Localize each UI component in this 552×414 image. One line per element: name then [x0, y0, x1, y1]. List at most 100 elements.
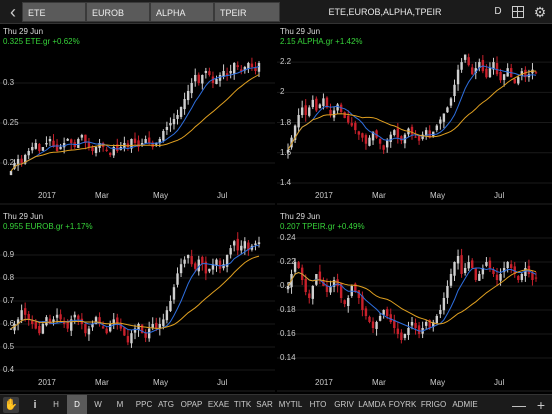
- y-tick-label: 0.2: [3, 158, 15, 167]
- info-icon[interactable]: i: [33, 399, 37, 411]
- chart-panel-eurob[interactable]: Thu 29 Jun 0.955 EUROB.gr +1.17% 0.9 0.8 0…: [0, 210, 275, 392]
- candle-body: [165, 310, 169, 321]
- bottom-item-m[interactable]: M: [116, 400, 124, 409]
- candle-body: [91, 147, 94, 151]
- candle-body: [347, 298, 350, 307]
- symbol-tab-ete[interactable]: ETE: [22, 2, 86, 22]
- candle-body: [41, 147, 45, 151]
- period-selector-button[interactable]: D: [494, 6, 502, 17]
- candle-body: [16, 159, 20, 166]
- candle-body: [77, 315, 80, 320]
- candle-body: [304, 278, 307, 292]
- candle-body: [140, 143, 144, 145]
- bottom-item-lamda[interactable]: LAMDA: [358, 400, 386, 409]
- candle-body: [105, 149, 108, 151]
- candle-body: [133, 328, 137, 333]
- candle-body: [197, 74, 200, 83]
- x-tick-label: Jul: [494, 191, 505, 200]
- bottom-item-d[interactable]: D: [67, 395, 87, 414]
- candle-body: [293, 125, 297, 140]
- panel-date: Thu 29 Jun: [280, 212, 321, 221]
- candle-body: [339, 283, 343, 298]
- candle-body: [204, 71, 208, 73]
- candle-body: [428, 130, 431, 138]
- candle-body: [66, 321, 69, 329]
- candle-body: [456, 69, 460, 85]
- candle-body: [463, 54, 467, 60]
- bottom-item-titk[interactable]: TITK: [233, 400, 252, 409]
- candle-body: [417, 135, 421, 141]
- candle-body: [357, 131, 361, 135]
- candle-body: [236, 65, 239, 67]
- bottom-item-exae[interactable]: EXAE: [207, 400, 230, 409]
- candle-body: [499, 71, 502, 81]
- bottom-item-opap[interactable]: OPAP: [180, 400, 203, 409]
- symbol-tab-tpeir[interactable]: TPEIR: [214, 2, 280, 22]
- candle-body: [517, 77, 520, 84]
- candle-body: [94, 317, 98, 325]
- candle-body: [73, 314, 76, 318]
- candle-body: [386, 309, 389, 316]
- candle-body: [257, 242, 261, 245]
- candle-body: [52, 140, 55, 147]
- bottom-item-ppc[interactable]: PPC: [135, 400, 153, 409]
- zoom-in-button[interactable]: +: [536, 397, 546, 413]
- bottom-item-atg[interactable]: ATG: [158, 400, 174, 409]
- bottom-item-admie[interactable]: ADMIE: [452, 400, 478, 409]
- pan-hand-icon[interactable]: ✋: [3, 397, 19, 413]
- candle-body: [130, 333, 133, 344]
- candle-body: [176, 115, 179, 119]
- candle-body: [513, 78, 516, 84]
- candle-body: [208, 71, 211, 75]
- bottom-item-griv[interactable]: GRIV: [334, 400, 354, 409]
- symbol-tab-alpha[interactable]: ALPHA: [150, 2, 214, 22]
- candle-body: [410, 126, 414, 135]
- candle-body: [158, 139, 161, 144]
- bottom-item-w[interactable]: W: [94, 400, 102, 409]
- candle-body: [243, 241, 247, 249]
- chart-panel-ete[interactable]: Thu 29 Jun 0.325 ETE.gr +0.62% 0.3 0.25 0.…: [0, 25, 275, 205]
- zoom-out-button[interactable]: —: [512, 397, 526, 413]
- back-chevron-icon[interactable]: ‹: [10, 2, 16, 22]
- bottom-item-hto[interactable]: HTO: [309, 400, 327, 409]
- candle-body: [48, 139, 52, 142]
- bottom-item-mytil[interactable]: MYTIL: [278, 400, 303, 409]
- bottom-item-h[interactable]: H: [53, 400, 59, 409]
- candle-body: [325, 285, 329, 292]
- candle-body: [421, 134, 424, 139]
- slow-moving-average-line: [287, 269, 537, 325]
- chart-plot-eurob: [0, 232, 275, 392]
- candle-body: [474, 68, 477, 74]
- slow-moving-average-line: [10, 255, 260, 330]
- candle-body: [389, 314, 392, 322]
- settings-gear-icon[interactable]: ⚙: [533, 4, 547, 20]
- candle-body: [31, 147, 34, 151]
- bottom-item-foyrk[interactable]: FOYRK: [388, 400, 417, 409]
- candle-body: [290, 137, 293, 148]
- candle-body: [332, 280, 336, 287]
- bottom-item-sar[interactable]: SAR: [256, 400, 273, 409]
- layout-grid-icon[interactable]: [512, 6, 524, 18]
- candle-body: [371, 131, 375, 141]
- symbol-tab-eurob[interactable]: EUROB: [86, 2, 150, 22]
- candle-body: [116, 144, 119, 151]
- candle-body: [16, 319, 20, 324]
- bottom-item-frigo[interactable]: FRIGO: [420, 400, 447, 409]
- candle-body: [368, 316, 371, 322]
- candle-body: [435, 316, 438, 324]
- candle-body: [257, 63, 261, 72]
- candle-body: [386, 140, 389, 148]
- chart-title: ETE,EUROB,ALPHA,TPEIR: [328, 7, 442, 17]
- candle-body: [48, 318, 52, 324]
- chart-panel-tpeir[interactable]: Thu 29 Jun 0.207 TPEIR.gr +0.49% 0.24 0.2…: [277, 210, 552, 392]
- candle-body: [112, 147, 115, 156]
- y-tick-label: 0.3: [3, 78, 15, 87]
- candle-body: [130, 139, 133, 149]
- candle-body: [308, 107, 311, 116]
- candle-body: [495, 274, 499, 280]
- chart-panel-alpha[interactable]: Thu 29 Jun 2.15 ALPHA.gr +1.42% 2.2 2 1.8 1…: [277, 25, 552, 205]
- y-tick-label: 0.7: [3, 296, 15, 305]
- candle-body: [20, 310, 23, 321]
- candle-body: [460, 255, 463, 274]
- panel-date: Thu 29 Jun: [3, 27, 44, 36]
